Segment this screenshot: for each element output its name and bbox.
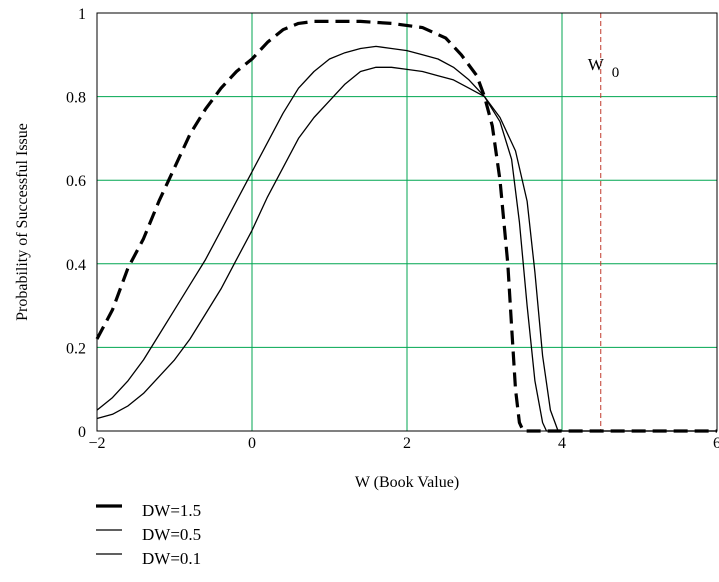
w0-marker-label: W 0: [588, 55, 620, 81]
y-tick-label: 1: [78, 6, 86, 23]
x-tick-label: 4: [558, 435, 566, 452]
grid-layer: [96, 12, 718, 432]
legend-label: DW=0.1: [142, 549, 201, 568]
y-tick-labels: 0 0.2 0.4 0.6 0.8 1: [66, 6, 86, 441]
x-tick-label: 6: [713, 435, 719, 452]
y-tick-label: 0: [78, 424, 86, 441]
legend-label: DW=1.5: [142, 501, 201, 520]
x-tick-label: −2: [88, 435, 105, 452]
w0-label-subscript: 0: [612, 65, 620, 81]
x-tick-label: 2: [403, 435, 411, 452]
y-tick-label: 0.2: [66, 340, 86, 357]
y-tick-label: 0.8: [66, 90, 86, 107]
y-tick-label: 0.4: [66, 257, 86, 274]
y-tick-label: 0.6: [66, 173, 86, 190]
plot-frame: [96, 12, 718, 432]
series-line: [96, 66, 717, 432]
x-tick-labels: −2 0 2 4 6: [88, 435, 719, 452]
legend: DW=1.5 DW=0.5 DW=0.1: [96, 501, 201, 568]
x-tick-label: 0: [248, 435, 256, 452]
y-axis-label: Probability of Successful Issue: [14, 123, 31, 321]
annotation-layer: W 0: [588, 13, 620, 431]
x-axis-label: W (Book Value): [355, 474, 459, 491]
series-line: [96, 45, 717, 432]
w0-label-letter: W: [588, 55, 605, 74]
series-layer: [95, 19, 717, 433]
legend-label: DW=0.5: [142, 525, 201, 544]
